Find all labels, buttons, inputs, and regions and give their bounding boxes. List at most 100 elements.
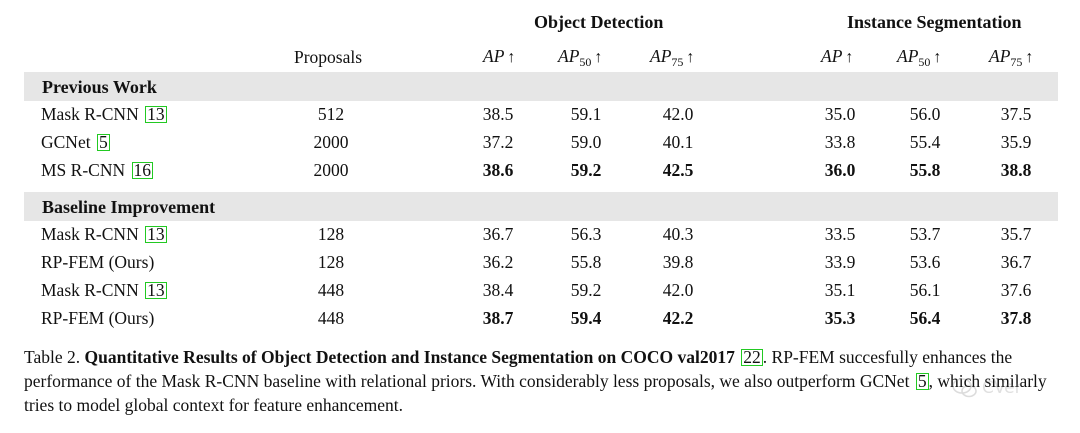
proposals-cell: 128 bbox=[317, 252, 345, 272]
metric-cell: 33.8 bbox=[824, 132, 856, 152]
citation-link[interactable]: 22 bbox=[741, 347, 763, 367]
wechat-icon bbox=[952, 378, 977, 398]
col-header-seg-ap75: AP75 ↑ bbox=[989, 46, 1033, 70]
metric-cell: 38.5 bbox=[482, 104, 514, 124]
citation-link[interactable]: 13 bbox=[145, 104, 167, 124]
method-name: Mask R-CNN 13 bbox=[41, 224, 167, 245]
ap-label: AP bbox=[650, 46, 672, 66]
ap-subscript: 50 bbox=[918, 55, 931, 69]
metric-cell: 42.5 bbox=[662, 160, 694, 180]
metric-cell: 55.8 bbox=[570, 252, 602, 272]
metric-cell: 36.0 bbox=[824, 160, 856, 180]
metric-cell: 38.6 bbox=[482, 160, 514, 180]
method-label: RP-FEM (Ours) bbox=[41, 252, 155, 272]
proposals-cell: 2000 bbox=[313, 160, 349, 180]
method-label: Mask R-CNN bbox=[41, 224, 144, 244]
section-header: Previous Work bbox=[24, 72, 1058, 101]
method-label: RP-FEM (Ours) bbox=[41, 308, 155, 328]
metric-cell: 36.7 bbox=[482, 224, 514, 244]
ap-subscript: 50 bbox=[579, 55, 592, 69]
citation-link[interactable]: 16 bbox=[131, 160, 153, 180]
metric-cell: 40.1 bbox=[662, 132, 694, 152]
method-label: Mask R-CNN bbox=[41, 104, 144, 124]
metric-cell: 55.8 bbox=[909, 160, 941, 180]
header-object-detection: Object Detection bbox=[534, 12, 664, 32]
up-arrow-icon: ↑ bbox=[594, 49, 603, 66]
metric-cell: 38.4 bbox=[482, 280, 514, 300]
caption-bold-title: Quantitative Results of Object Detection… bbox=[84, 347, 735, 367]
watermark: CVer bbox=[952, 376, 1062, 402]
table-caption: Table 2. Quantitative Results of Object … bbox=[24, 345, 1064, 417]
metric-cell: 35.9 bbox=[1000, 132, 1032, 152]
up-arrow-icon: ↑ bbox=[845, 49, 854, 66]
up-arrow-icon: ↑ bbox=[686, 49, 695, 66]
method-name: RP-FEM (Ours) bbox=[41, 252, 154, 273]
caption-text: . RP-FEM succesfully enhances the perfor… bbox=[24, 347, 1013, 391]
metric-cell: 35.3 bbox=[824, 308, 856, 328]
section-header: Baseline Improvement bbox=[24, 192, 1058, 221]
col-header-det-ap50: AP50 ↑ bbox=[558, 46, 602, 70]
ap-subscript: 75 bbox=[1010, 55, 1023, 69]
caption-prefix: Table 2. bbox=[24, 347, 85, 367]
metric-cell: 56.3 bbox=[570, 224, 602, 244]
method-label: Mask R-CNN bbox=[41, 280, 144, 300]
metric-cell: 35.0 bbox=[824, 104, 856, 124]
table-row: RP-FEM (Ours) 448 38.7 59.4 42.2 35.3 56.4 37.8 bbox=[0, 308, 1080, 336]
metric-cell: 59.4 bbox=[570, 308, 602, 328]
header-instance-segmentation: Instance Segmentation bbox=[847, 12, 1022, 32]
metric-cell: 42.2 bbox=[662, 308, 694, 328]
proposals-cell: 128 bbox=[317, 224, 345, 244]
method-name: RP-FEM (Ours) bbox=[41, 308, 154, 329]
metric-cell: 53.7 bbox=[909, 224, 941, 244]
col-header-det-ap: AP ↑ bbox=[483, 46, 515, 67]
col-header-seg-ap50: AP50 ↑ bbox=[897, 46, 941, 70]
metric-cell: 59.1 bbox=[570, 104, 602, 124]
metric-cell: 38.7 bbox=[482, 308, 514, 328]
metric-cell: 39.8 bbox=[662, 252, 694, 272]
metric-cell: 36.2 bbox=[482, 252, 514, 272]
proposals-cell: 2000 bbox=[313, 132, 349, 152]
metric-cell: 55.4 bbox=[909, 132, 941, 152]
caption-text: , which similarly tries to model global … bbox=[24, 371, 1047, 415]
metric-cell: 59.2 bbox=[570, 280, 602, 300]
section-label: Baseline Improvement bbox=[42, 197, 216, 217]
ap-label: AP bbox=[897, 46, 919, 66]
method-label: GCNet bbox=[41, 132, 95, 152]
citation-link[interactable]: 5 bbox=[96, 132, 110, 152]
method-name: GCNet 5 bbox=[41, 132, 110, 153]
metric-cell: 33.9 bbox=[824, 252, 856, 272]
citation-link[interactable]: 5 bbox=[915, 371, 929, 391]
metric-cell: 33.5 bbox=[824, 224, 856, 244]
watermark-text: CVer bbox=[982, 378, 1022, 398]
table-row: RP-FEM (Ours) 128 36.2 55.8 39.8 33.9 53.6 36.7 bbox=[0, 252, 1080, 280]
table-row: Mask R-CNN 13 448 38.4 59.2 42.0 35.1 56.1 37.6 bbox=[0, 280, 1080, 308]
method-label: MS R-CNN bbox=[41, 160, 130, 180]
metric-cell: 56.4 bbox=[909, 308, 941, 328]
up-arrow-icon: ↑ bbox=[507, 49, 516, 66]
metric-cell: 40.3 bbox=[662, 224, 694, 244]
metric-cell: 37.8 bbox=[1000, 308, 1032, 328]
citation-link[interactable]: 13 bbox=[145, 280, 167, 300]
table-row: Mask R-CNN 13 512 38.5 59.1 42.0 35.0 56.0 37.5 bbox=[0, 104, 1080, 132]
up-arrow-icon: ↑ bbox=[933, 49, 942, 66]
metric-cell: 42.0 bbox=[662, 104, 694, 124]
metric-cell: 37.6 bbox=[1000, 280, 1032, 300]
metric-cell: 35.7 bbox=[1000, 224, 1032, 244]
ap-subscript: 75 bbox=[671, 55, 684, 69]
table-row: MS R-CNN 16 2000 38.6 59.2 42.5 36.0 55.8 38.8 bbox=[0, 160, 1080, 188]
proposals-cell: 448 bbox=[317, 280, 345, 300]
metric-cell: 53.6 bbox=[909, 252, 941, 272]
table-row: GCNet 5 2000 37.2 59.0 40.1 33.8 55.4 35.9 bbox=[0, 132, 1080, 160]
metric-cell: 35.1 bbox=[824, 280, 856, 300]
table-row: Mask R-CNN 13 128 36.7 56.3 40.3 33.5 53.7 35.7 bbox=[0, 224, 1080, 252]
citation-link[interactable]: 13 bbox=[145, 224, 167, 244]
ap-label: AP bbox=[989, 46, 1011, 66]
metric-cell: 56.0 bbox=[909, 104, 941, 124]
metric-cell: 42.0 bbox=[662, 280, 694, 300]
ap-label: AP bbox=[558, 46, 580, 66]
metric-cell: 56.1 bbox=[909, 280, 941, 300]
ap-label: AP bbox=[483, 46, 505, 66]
metric-cell: 37.5 bbox=[1000, 104, 1032, 124]
method-name: Mask R-CNN 13 bbox=[41, 280, 167, 301]
method-name: MS R-CNN 16 bbox=[41, 160, 153, 181]
